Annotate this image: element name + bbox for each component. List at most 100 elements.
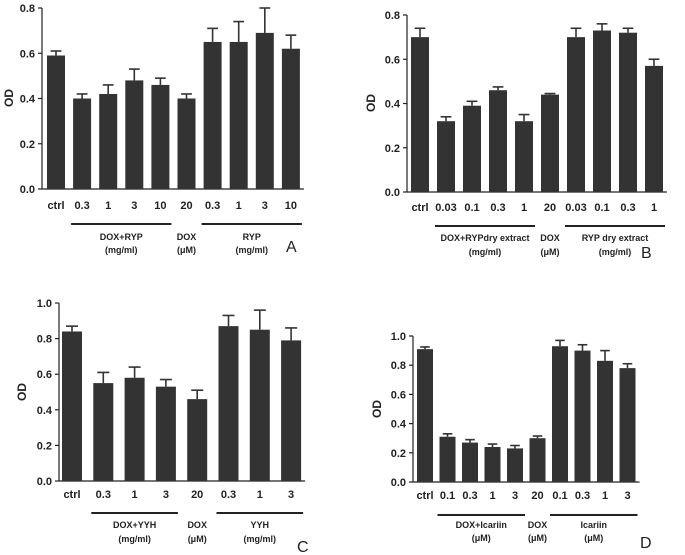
bar: [151, 84, 170, 189]
group-unit-label: (μM): [541, 247, 560, 257]
x-tick-label: 20: [531, 490, 543, 502]
bar: [529, 438, 546, 482]
bar: [462, 442, 478, 482]
chart-panel-d: 0.0 0.2 0.4 0.6 0.8 1.0 OD ctrl 0.1 0.3 1 3 20 0.1 0.3…: [370, 331, 652, 552]
bar: [218, 326, 239, 481]
x-tick-label: 0.1: [440, 490, 455, 502]
x-tick-label: 3: [624, 490, 630, 502]
x-tick-label: ctrl: [416, 490, 433, 502]
panel-label: A: [286, 239, 297, 256]
y-tick-label: 0.0: [20, 184, 35, 196]
y-tick-label: 0.2: [391, 448, 406, 460]
bar: [417, 349, 433, 482]
bar: [99, 93, 118, 189]
x-tick-label: 20: [191, 489, 203, 501]
x-tick-label: 0.3: [74, 200, 89, 212]
chart-panel-c: 0.0 0.2 0.4 0.6 0.8 1.0 OD ctrl 0.3 1 3 20 0.3 1 3 DOX+…: [15, 298, 309, 555]
x-tick-label: 0.1: [464, 202, 479, 214]
group-unit-label: (mg/ml): [105, 245, 138, 255]
x-tick-label: 0.03: [565, 202, 586, 214]
group-label: DOX: [187, 520, 207, 530]
bar: [484, 446, 501, 482]
x-tick-label: 0.03: [435, 202, 456, 214]
y-tick-label: 0.0: [37, 476, 52, 488]
panel-label: B: [641, 245, 652, 262]
bar: [489, 90, 507, 192]
group-unit-label: (μM): [584, 533, 603, 543]
bar: [281, 48, 300, 189]
x-tick-label: 0.3: [205, 200, 220, 212]
y-tick-label: 0.2: [385, 143, 400, 155]
y-tick-label: 0.4: [20, 94, 36, 106]
group-unit-label: (μM): [188, 534, 207, 544]
chart-panels: 0.0 0.2 0.4 0.6 0.8 OD ctrl 0.3 1 3 10 20 0.3 1 3 10 DOX…: [2, 3, 667, 555]
x-tick-label: 0.3: [620, 202, 635, 214]
bar: [619, 368, 636, 482]
x-tick-label: 3: [131, 200, 137, 212]
bar: [574, 350, 591, 482]
group-unit-label: (mg/ml): [599, 247, 632, 257]
group-unit-label: (mg/ml): [469, 247, 502, 257]
bar: [439, 436, 456, 482]
bar: [593, 30, 611, 192]
group-label: DOX: [528, 520, 548, 530]
y-tick-label: 0.6: [391, 389, 406, 401]
x-tick-label: 20: [180, 200, 192, 212]
group-label: YYH: [251, 520, 270, 530]
bar: [437, 121, 455, 192]
y-tick-label: 0.4: [385, 99, 401, 111]
x-tick-label: 3: [163, 489, 169, 501]
chart-panel-b: 0.0 0.2 0.4 0.6 0.8 OD ctrl 0.03 0.1 0.3 1 20 0.03 0.…: [364, 10, 667, 262]
group-label: DOX+RYPdry extract: [441, 233, 530, 243]
y-axis-label: OD: [370, 400, 384, 418]
y-tick-label: 0.2: [37, 440, 52, 452]
bar: [229, 41, 248, 189]
bar: [155, 386, 176, 481]
y-tick-label: 0.4: [391, 419, 407, 431]
bar: [203, 41, 222, 189]
group-unit-label: (μM): [177, 245, 196, 255]
group-unit-label: (mg/ml): [244, 534, 277, 544]
x-tick-label: 0.3: [96, 489, 111, 501]
y-tick-label: 0.2: [20, 139, 35, 151]
group-unit-label: (mg/ml): [236, 245, 269, 255]
x-tick-label: 1: [257, 489, 263, 501]
group-unit-label: (μM): [528, 533, 547, 543]
group-unit-label: (μM): [472, 533, 491, 543]
bar: [255, 32, 274, 190]
y-tick-label: 0.6: [385, 54, 400, 66]
chart-panel-a: 0.0 0.2 0.4 0.6 0.8 OD ctrl 0.3 1 3 10 20 0.3 1 3 10 DOX…: [2, 3, 304, 256]
y-tick-label: 0.0: [385, 187, 400, 199]
y-tick-label: 0.4: [37, 405, 53, 417]
group-label: Icariin: [580, 520, 607, 530]
x-tick-label: 0.3: [490, 202, 505, 214]
x-tick-label: 1: [236, 200, 242, 212]
bar: [597, 360, 613, 482]
bar: [645, 65, 663, 192]
bar: [125, 80, 144, 189]
bar: [619, 32, 637, 193]
bar: [47, 55, 65, 190]
x-tick-label: 3: [512, 490, 518, 502]
bar: [249, 329, 270, 481]
x-tick-label: 10: [154, 200, 166, 212]
x-tick-label: 0.3: [462, 490, 477, 502]
x-tick-label: 1: [651, 202, 657, 214]
x-tick-label: 0.3: [221, 489, 236, 501]
y-tick-label: 0.8: [37, 334, 52, 346]
group-label: DOX+Icariin: [456, 520, 507, 530]
x-tick-label: 0.3: [575, 490, 590, 502]
x-tick-label: 0.1: [594, 202, 609, 214]
x-tick-label: 3: [288, 489, 294, 501]
y-axis-label: OD: [2, 89, 16, 107]
x-tick-label: 20: [544, 202, 556, 214]
bar: [73, 98, 92, 189]
bar: [411, 37, 429, 192]
bar: [507, 448, 523, 482]
x-tick-label: ctrl: [47, 200, 64, 212]
y-axis-label: OD: [364, 94, 378, 112]
group-unit-label: (mg/ml): [118, 534, 151, 544]
group-label: DOX+YYH: [113, 520, 156, 530]
group-label: RYP dry extract: [582, 233, 649, 243]
